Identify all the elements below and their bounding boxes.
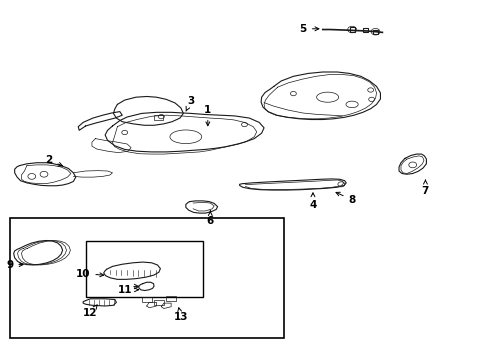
Text: 10: 10 bbox=[76, 269, 103, 279]
Bar bbox=[154, 115, 163, 120]
Bar bbox=[154, 300, 163, 305]
Bar bbox=[142, 297, 151, 302]
Bar bbox=[85, 241, 203, 297]
Text: 7: 7 bbox=[421, 180, 428, 196]
Text: 8: 8 bbox=[335, 192, 355, 205]
Text: 6: 6 bbox=[206, 211, 213, 226]
Text: 2: 2 bbox=[45, 155, 62, 166]
Text: 13: 13 bbox=[173, 308, 188, 322]
Text: 9: 9 bbox=[6, 260, 23, 270]
Bar bbox=[349, 27, 354, 32]
Bar bbox=[363, 28, 367, 32]
Text: 3: 3 bbox=[185, 96, 194, 111]
Text: 12: 12 bbox=[83, 305, 98, 318]
Bar bbox=[10, 218, 283, 338]
Text: 4: 4 bbox=[308, 193, 316, 210]
Text: 11: 11 bbox=[117, 285, 138, 295]
Text: 5: 5 bbox=[299, 24, 318, 34]
Text: 1: 1 bbox=[204, 105, 211, 126]
Bar bbox=[372, 30, 377, 34]
Bar bbox=[166, 296, 176, 301]
